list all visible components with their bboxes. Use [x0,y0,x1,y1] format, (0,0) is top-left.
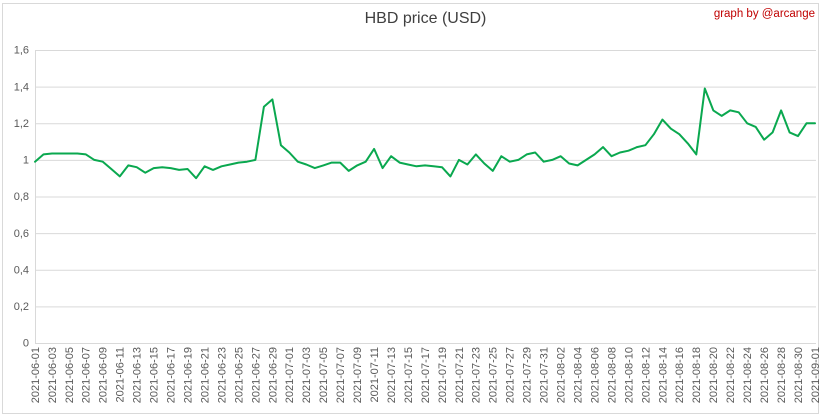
x-tick-label: 2021-06-19 [182,347,194,403]
x-tick-label: 2021-08-08 [606,347,618,403]
x-tick-label: 2021-08-26 [759,347,771,403]
x-tick-label: 2021-07-07 [335,347,347,403]
y-tick-label: 1,6 [14,45,29,57]
x-tick-label: 2021-08-02 [556,347,568,403]
x-tick-label: 2021-08-24 [742,347,754,403]
y-tick-label: 0,4 [14,264,29,276]
x-tick-label: 2021-06-03 [47,347,59,403]
x-tick-label: 2021-06-17 [166,347,178,403]
y-tick-label: 0,8 [14,191,29,203]
x-tick-label: 2021-08-14 [657,347,669,403]
x-tick-label: 2021-07-21 [454,347,466,403]
x-tick-label: 2021-06-13 [132,347,144,403]
y-tick-label: 1,4 [14,81,29,93]
x-tick-label: 2021-07-05 [318,347,330,403]
x-tick-label: 2021-06-09 [98,347,110,403]
x-axis-labels: 2021-06-01 2021-06-03 2021-06-05 2021-06-07… [30,347,822,403]
x-tick-label: 2021-06-27 [250,347,262,403]
x-tick-label: 2021-06-23 [216,347,228,403]
credit-label: graph by @arcange [713,8,815,20]
x-tick-label: 2021-07-13 [386,347,398,403]
x-tick-label: 2021-07-19 [437,347,449,403]
y-tick-label: 0 [23,338,29,350]
x-tick-label: 2021-09-01 [810,347,822,403]
x-tick-label: 2021-07-23 [471,347,483,403]
x-tick-label: 2021-08-04 [572,347,584,403]
price-line-series [34,87,816,180]
x-tick-label: 2021-06-11 [115,347,127,402]
x-tick-label: 2021-06-25 [233,347,245,403]
x-tick-label: 2021-07-25 [488,347,500,403]
y-axis-labels: 0 0,2 0,4 0,6 0,8 1 1,2 1,4 1,6 [14,45,29,350]
x-tick-label: 2021-08-20 [708,347,720,403]
x-tick-label: 2021-08-12 [640,347,652,403]
x-tick-label: 2021-08-18 [691,347,703,403]
x-tick-label: 2021-06-15 [149,347,161,403]
x-tick-label: 2021-07-27 [505,347,517,403]
x-tick-label: 2021-08-06 [589,347,601,403]
x-tick-label: 2021-06-01 [30,347,42,403]
chart-border [2,3,819,414]
x-tick-label: 2021-07-03 [301,347,313,403]
x-tick-label: 2021-06-21 [199,347,211,403]
x-tick-label: 2021-06-05 [64,347,76,403]
x-tick-label: 2021-07-01 [284,347,296,403]
x-tick-label: 2021-07-09 [352,347,364,403]
x-tick-label: 2021-08-22 [725,347,737,403]
x-tick-label: 2021-07-11 [369,347,381,402]
x-tick-label: 2021-06-07 [81,347,93,403]
x-tick-label: 2021-07-31 [539,347,551,403]
gridlines [35,50,816,344]
x-tick-label: 2021-08-30 [793,347,805,403]
y-tick-label: 1 [23,155,29,167]
chart-title: HBD price (USD) [364,10,487,27]
y-tick-label: 0,2 [14,301,29,313]
x-tick-label: 2021-07-29 [522,347,534,403]
x-tick-label: 2021-06-29 [267,347,279,403]
y-tick-label: 0,6 [14,228,29,240]
x-tick-label: 2021-07-17 [420,347,432,403]
x-tick-label: 2021-07-15 [403,347,415,403]
x-tick-label: 2021-08-16 [674,347,686,403]
x-tick-label: 2021-08-28 [776,347,788,403]
y-tick-label: 1,2 [14,118,29,130]
x-tick-label: 2021-08-10 [623,347,635,403]
